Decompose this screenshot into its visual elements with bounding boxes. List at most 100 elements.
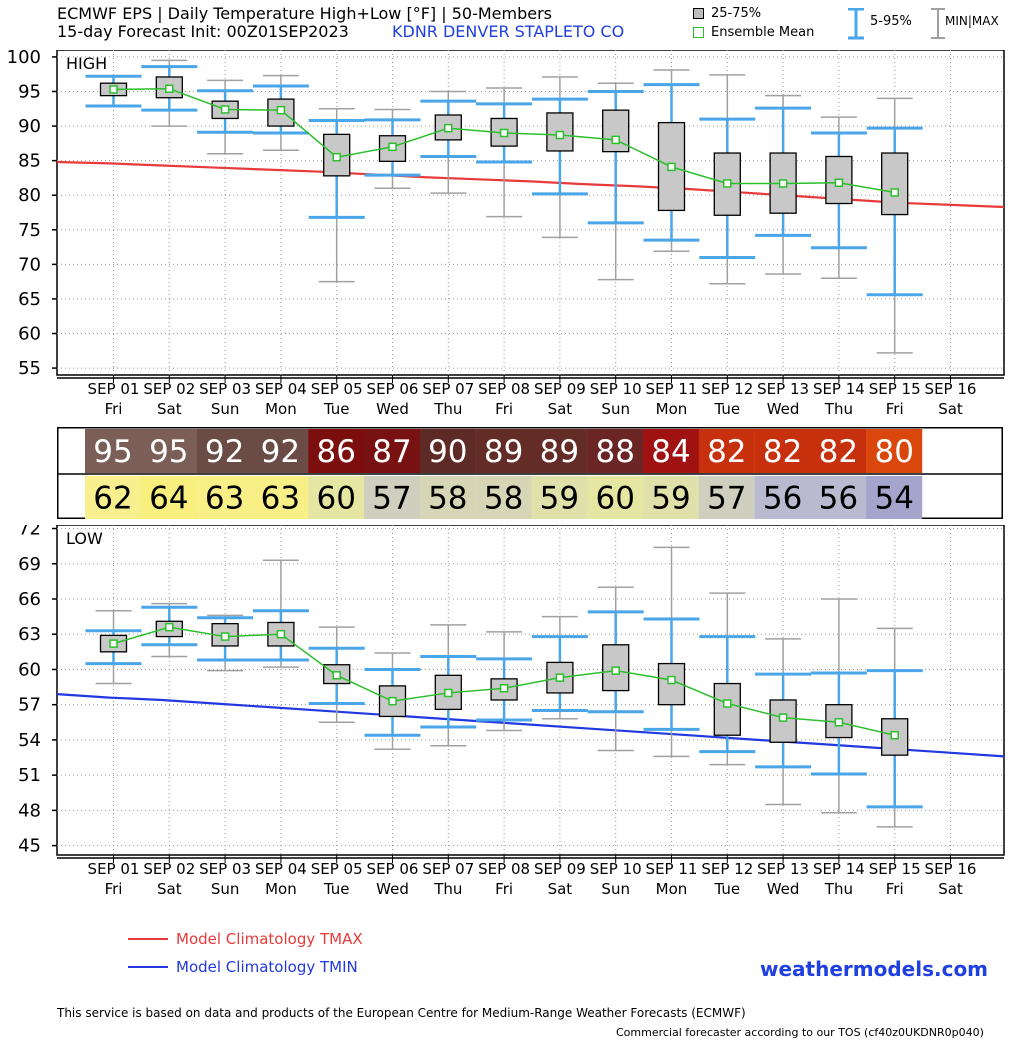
table-low-cell <box>308 476 365 519</box>
high-xtick-date: SEP 05 <box>311 380 363 398</box>
high-mean-point <box>667 162 676 172</box>
high-xtick-dow: Sat <box>157 400 182 418</box>
table-high-cell <box>419 429 476 473</box>
table-low-value: 64 <box>149 481 188 517</box>
low-mean-point <box>220 632 230 641</box>
high-iqr-box <box>881 152 909 216</box>
low-temperature-chart: 45 48 51 54 57 60 63 66 69 72 LOW SEP 01 Fri SEP 02 Sa… <box>18 525 1005 898</box>
high-mean-point <box>499 128 509 138</box>
low-iqr-box <box>713 682 741 736</box>
low-xtick-dow: Tue <box>323 880 350 898</box>
p595-legend-icon <box>848 8 864 40</box>
low-mean-point <box>499 683 509 693</box>
low-mean-point <box>388 696 397 706</box>
high-xtick-date: SEP 15 <box>869 380 921 398</box>
low-xtick-dow: Mon <box>656 880 688 898</box>
tmin-climatology-label: Model Climatology TMIN <box>176 958 358 976</box>
tmax-climatology-legend-line <box>128 938 168 968</box>
low-mean-point <box>109 639 118 648</box>
table-high-cell <box>308 429 365 473</box>
low-xtick-date: SEP 12 <box>701 860 753 878</box>
table-low-cell <box>475 476 532 519</box>
table-high-cell <box>252 429 309 473</box>
high-mean-point <box>332 152 341 162</box>
table-high-value: 89 <box>540 434 579 470</box>
high-xtick-date: SEP 10 <box>590 380 642 398</box>
table-low-cell <box>419 476 476 519</box>
high-xtick-date: SEP 06 <box>367 380 419 398</box>
table-low-cell <box>85 476 141 519</box>
table-low-value: 60 <box>316 481 355 517</box>
low-plot-area <box>56 525 1005 856</box>
table-high-value: 87 <box>372 434 411 470</box>
low-xtick-date: SEP 03 <box>199 860 251 878</box>
high-mean-point <box>834 178 844 188</box>
high-ytick-label: 70 <box>18 254 41 275</box>
table-high-cell <box>140 429 197 473</box>
low-xtick-dow: Sat <box>157 880 182 898</box>
low-xtick-date: SEP 15 <box>869 860 921 878</box>
table-low-value: 56 <box>763 481 802 517</box>
high-plot-area <box>56 50 1005 376</box>
high-xtick-dow: Mon <box>656 400 688 418</box>
high-iqr-box <box>602 109 630 153</box>
low-mean-point <box>611 666 620 675</box>
low-mean-point <box>165 622 174 632</box>
table-high-cell <box>698 429 755 473</box>
table-high-value: 82 <box>763 434 802 470</box>
high-xtick-date: SEP 03 <box>199 380 251 398</box>
table-low-cell <box>364 476 420 519</box>
high-mean-point <box>611 135 620 145</box>
table-high-cell <box>85 429 141 473</box>
low-ytick-label: 60 <box>18 659 41 680</box>
high-mean-point <box>723 179 732 188</box>
minmax-legend-icon <box>931 8 945 39</box>
low-xtick-date: SEP 06 <box>367 860 419 878</box>
low-xtick-date: SEP 05 <box>311 860 363 878</box>
low-xtick-dow: Mon <box>265 880 297 898</box>
table-low-cell <box>810 476 867 519</box>
low-xtick-dow: Fri <box>886 880 904 898</box>
iqr-legend-label: 25-75% <box>711 6 762 21</box>
ecmwf-disclaimer: This service is based on data and produc… <box>57 1006 746 1020</box>
high-xtick-dow: Sun <box>211 400 240 418</box>
low-xtick-date: SEP 02 <box>143 860 195 878</box>
high-xtick-date: SEP 14 <box>813 380 865 398</box>
high-xtick-dow: Tue <box>323 400 350 418</box>
mean-legend-icon <box>693 27 704 38</box>
high-mean-point <box>388 142 397 152</box>
table-low-cell <box>866 476 923 519</box>
brand-link[interactable]: weathermodels.com <box>760 957 989 981</box>
table-high-cell <box>866 429 923 473</box>
low-mean-point <box>444 688 453 698</box>
table-low-value: 56 <box>819 481 858 517</box>
table-low-cell <box>754 476 811 519</box>
table-high-value: 86 <box>316 434 355 470</box>
high-xtick-date: SEP 09 <box>534 380 586 398</box>
high-ytick-label: 75 <box>18 220 41 241</box>
forecast-init: 15-day Forecast Init: 00Z01SEP2023 <box>57 22 349 41</box>
low-ytick-label: 66 <box>18 589 41 610</box>
high-xtick-dow: Sun <box>601 400 630 418</box>
table-high-cell <box>810 429 867 473</box>
high-xtick-dow: Thu <box>824 400 853 418</box>
low-xtick-dow: Sat <box>938 880 963 898</box>
low-xtick-dow: Wed <box>767 880 800 898</box>
table-high-value: 82 <box>707 434 746 470</box>
low-mean-point <box>555 673 565 682</box>
low-xtick-date: SEP 16 <box>925 860 977 878</box>
high-xtick-date: SEP 07 <box>422 380 474 398</box>
low-xtick-date: SEP 09 <box>534 860 586 878</box>
low-xtick-date: SEP 14 <box>813 860 865 878</box>
table-low-value: 58 <box>484 481 523 517</box>
table-low-cell <box>140 476 197 519</box>
high-xtick-date: SEP 16 <box>925 380 977 398</box>
table-low-value: 54 <box>874 481 913 517</box>
high-ytick-label: 100 <box>7 50 41 68</box>
table-high-cell <box>587 429 644 473</box>
high-xtick-date: SEP 01 <box>88 380 140 398</box>
table-high-value: 82 <box>819 434 858 470</box>
table-high-cell <box>754 429 811 473</box>
table-high-value: 95 <box>149 434 188 470</box>
low-xtick-dow: Thu <box>433 880 462 898</box>
